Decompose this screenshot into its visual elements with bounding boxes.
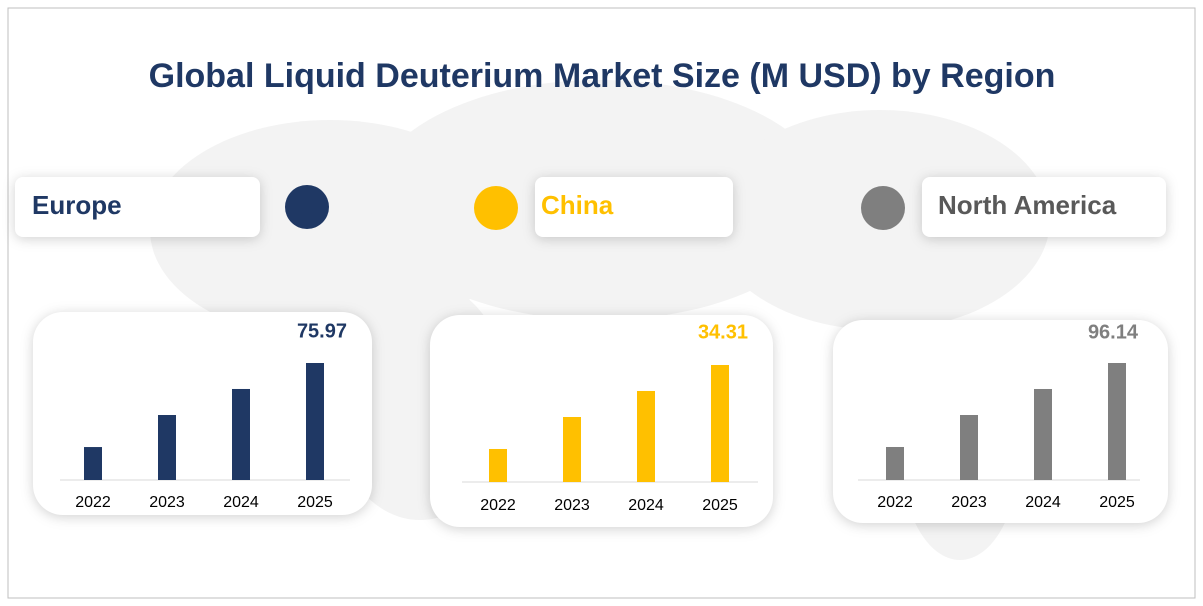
x-tick-label: 2022: [75, 494, 111, 511]
x-tick-label: 2023: [149, 494, 185, 511]
x-tick-label: 2024: [1025, 494, 1061, 511]
region-dot: [285, 185, 329, 229]
region-label: North America: [938, 190, 1117, 220]
bar: [232, 388, 250, 480]
region-dot: [474, 186, 518, 230]
bar: [84, 447, 102, 480]
bar: [489, 448, 507, 482]
x-tick-label: 2023: [554, 497, 590, 514]
x-tick-label: 2025: [702, 497, 738, 514]
x-tick-label: 2022: [877, 494, 913, 511]
bar: [563, 417, 581, 482]
bar: [1034, 388, 1052, 480]
bar: [637, 390, 655, 482]
region-card: [922, 177, 1166, 237]
region-card: [535, 177, 733, 237]
bar: [711, 365, 729, 482]
bar: [886, 446, 904, 480]
x-tick-label: 2024: [223, 494, 259, 511]
value-label: 34.31: [698, 321, 748, 343]
value-label: 96.14: [1088, 321, 1139, 343]
region-label: China: [541, 190, 614, 220]
bar: [158, 415, 176, 480]
value-label: 75.97: [297, 320, 347, 342]
chart-card: [430, 315, 773, 527]
bar: [306, 363, 324, 480]
x-tick-label: 2025: [297, 494, 333, 511]
bar: [960, 415, 978, 480]
chart-title: Global Liquid Deuterium Market Size (M U…: [149, 57, 1056, 95]
region-card: [15, 177, 260, 237]
region-dot: [861, 186, 905, 230]
x-tick-label: 2024: [628, 497, 664, 514]
region-label: Europe: [32, 190, 122, 220]
x-tick-label: 2023: [951, 494, 987, 511]
x-tick-label: 2022: [480, 497, 516, 514]
x-tick-label: 2025: [1099, 494, 1135, 511]
bar: [1108, 363, 1126, 480]
chart-card: [33, 312, 372, 515]
chart-card: [833, 320, 1168, 523]
